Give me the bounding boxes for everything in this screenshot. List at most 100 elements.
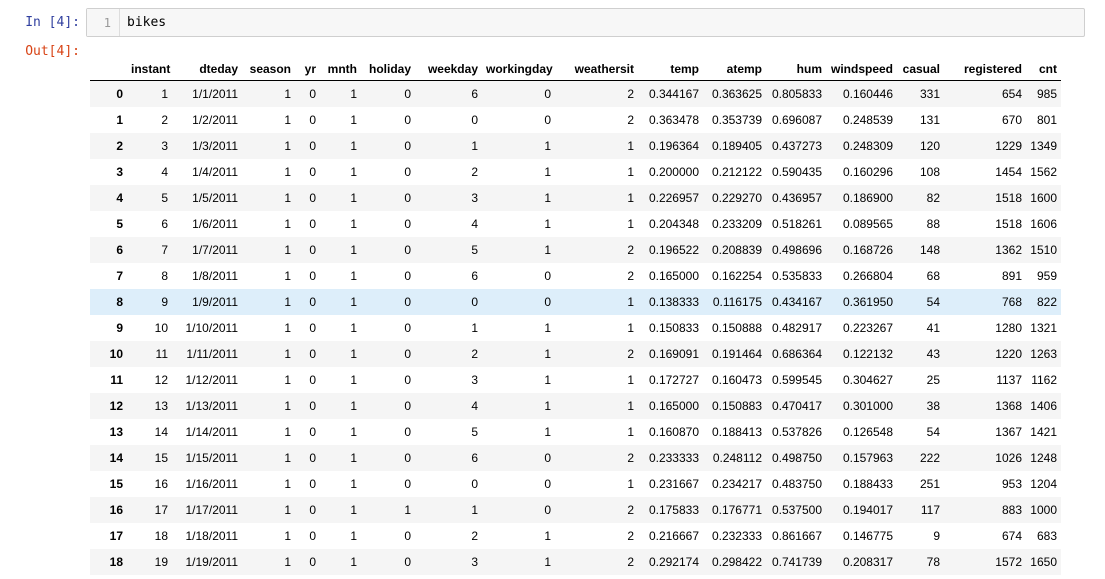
cell-registered: 1454 bbox=[995, 164, 1022, 179]
cell-casual: 43 bbox=[926, 346, 940, 361]
cell-weathersit: 1 bbox=[627, 476, 634, 491]
cell-atemp: 0.116175 bbox=[712, 294, 762, 309]
cell-registered: 1572 bbox=[995, 554, 1022, 569]
cell-weekday: 4 bbox=[471, 398, 478, 413]
cell-holiday: 0 bbox=[404, 554, 411, 569]
cell-cnt: 1263 bbox=[1030, 346, 1057, 361]
table-row: 1 2 1/2/2011 1 0 1 0 0 0 2 0.363478 0.353739 0.69608… bbox=[90, 106, 1061, 133]
cell-weathersit: 1 bbox=[627, 190, 634, 205]
cell-weathersit: 2 bbox=[627, 554, 634, 569]
cell-casual: 82 bbox=[926, 190, 940, 205]
cell-windspeed: 0.248309 bbox=[842, 138, 893, 153]
cell-windspeed: 0.160296 bbox=[842, 164, 893, 179]
table-row: 16 17 1/17/2011 1 0 1 1 1 0 2 0.175833 0.176771 0.53… bbox=[90, 496, 1061, 523]
cell-registered: 1518 bbox=[995, 216, 1022, 231]
cell-mnth: 1 bbox=[350, 528, 357, 543]
cell-workingday: 1 bbox=[544, 372, 551, 387]
cell-dteday: 1/7/2011 bbox=[192, 242, 238, 257]
dataframe-table: instant dteday season yr mnth holiday weekday w… bbox=[90, 57, 1061, 575]
cell-mnth: 1 bbox=[350, 190, 357, 205]
cell-season: 1 bbox=[284, 450, 291, 465]
cell-windspeed: 0.361950 bbox=[842, 294, 893, 309]
cell-yr: 0 bbox=[309, 190, 316, 205]
cell-weathersit: 1 bbox=[627, 372, 634, 387]
cell-holiday: 0 bbox=[404, 528, 411, 543]
cell-cnt: 1349 bbox=[1030, 138, 1057, 153]
cell-windspeed: 0.157963 bbox=[842, 450, 893, 465]
cell-windspeed: 0.186900 bbox=[842, 190, 893, 205]
cell-cnt: 1600 bbox=[1030, 190, 1057, 205]
cell-dteday: 1/2/2011 bbox=[192, 112, 238, 127]
cell-dteday: 1/15/2011 bbox=[185, 450, 239, 465]
cell-hum: 0.599545 bbox=[771, 372, 822, 387]
cell-season: 1 bbox=[284, 320, 291, 335]
row-index: 17 bbox=[109, 528, 123, 543]
cell-weathersit: 1 bbox=[627, 164, 634, 179]
cell-dteday: 1/11/2011 bbox=[186, 346, 238, 361]
cell-instant: 18 bbox=[154, 528, 168, 543]
cell-holiday: 0 bbox=[404, 450, 411, 465]
cell-yr: 0 bbox=[309, 502, 316, 517]
cell-atemp: 0.160473 bbox=[711, 372, 762, 387]
cell-dteday: 1/19/2011 bbox=[185, 554, 239, 569]
cell-weathersit: 1 bbox=[627, 398, 634, 413]
cell-temp: 0.196522 bbox=[648, 242, 699, 257]
cell-casual: 120 bbox=[919, 138, 940, 153]
cell-hum: 0.861667 bbox=[771, 528, 822, 543]
cell-casual: 108 bbox=[919, 164, 940, 179]
column-header-weathersit: weathersit bbox=[555, 57, 638, 81]
cell-cnt: 1562 bbox=[1030, 164, 1057, 179]
column-header-casual: casual bbox=[897, 57, 944, 81]
cell-workingday: 1 bbox=[544, 164, 551, 179]
row-index: 14 bbox=[109, 450, 123, 465]
cell-cnt: 683 bbox=[1036, 528, 1057, 543]
cell-atemp: 0.208839 bbox=[711, 242, 762, 257]
column-header-mnth: mnth bbox=[320, 57, 361, 81]
cell-weathersit: 2 bbox=[627, 450, 634, 465]
cell-cnt: 985 bbox=[1036, 86, 1057, 101]
cell-registered: 1518 bbox=[995, 190, 1022, 205]
cell-instant: 3 bbox=[161, 138, 168, 153]
cell-weekday: 2 bbox=[471, 164, 478, 179]
cell-windspeed: 0.126548 bbox=[842, 424, 893, 439]
cell-mnth: 1 bbox=[350, 372, 357, 387]
row-index: 3 bbox=[116, 164, 123, 179]
cell-workingday: 1 bbox=[544, 554, 551, 569]
cell-casual: 54 bbox=[926, 424, 940, 439]
cell-workingday: 0 bbox=[544, 294, 551, 309]
cell-yr: 0 bbox=[309, 398, 316, 413]
cell-yr: 0 bbox=[309, 216, 316, 231]
cell-mnth: 1 bbox=[350, 242, 357, 257]
cell-hum: 0.741739 bbox=[771, 554, 822, 569]
cell-holiday: 0 bbox=[404, 346, 411, 361]
table-body: 0 1 1/1/2011 1 0 1 0 6 0 2 0.344167 0.363625 0.80583… bbox=[90, 80, 1061, 575]
cell-instant: 15 bbox=[154, 450, 168, 465]
cell-windspeed: 0.194017 bbox=[842, 502, 893, 517]
code-cell-input[interactable]: 1 bikes bbox=[86, 8, 1085, 37]
column-header-hum: hum bbox=[766, 57, 826, 81]
row-index: 16 bbox=[109, 502, 123, 517]
cell-mnth: 1 bbox=[350, 294, 357, 309]
cell-instant: 17 bbox=[154, 502, 168, 517]
cell-instant: 6 bbox=[161, 216, 168, 231]
cell-instant: 13 bbox=[154, 398, 168, 413]
cell-workingday: 0 bbox=[544, 268, 551, 283]
cell-windspeed: 0.304627 bbox=[842, 372, 893, 387]
cell-hum: 0.535833 bbox=[771, 268, 822, 283]
cell-windspeed: 0.266804 bbox=[842, 268, 893, 283]
table-row: 7 8 1/8/2011 1 0 1 0 6 0 2 0.165000 0.162254 0.53583… bbox=[90, 262, 1061, 289]
cell-registered: 1026 bbox=[995, 450, 1022, 465]
column-header-atemp: atemp bbox=[703, 57, 766, 81]
cell-holiday: 0 bbox=[404, 398, 411, 413]
cell-weathersit: 2 bbox=[627, 502, 634, 517]
cell-atemp: 0.188413 bbox=[711, 424, 762, 439]
cell-dteday: 1/17/2011 bbox=[185, 502, 239, 517]
code-text[interactable]: bikes bbox=[127, 15, 167, 30]
cell-instant: 14 bbox=[154, 424, 168, 439]
cell-hum: 0.483750 bbox=[771, 476, 822, 491]
cell-season: 1 bbox=[284, 502, 291, 517]
column-header-cnt: cnt bbox=[1026, 57, 1061, 81]
cell-weekday: 3 bbox=[471, 190, 478, 205]
table-row: 4 5 1/5/2011 1 0 1 0 3 1 1 0.226957 0.229270 0.43695… bbox=[90, 184, 1061, 211]
cell-registered: 1362 bbox=[995, 242, 1022, 257]
